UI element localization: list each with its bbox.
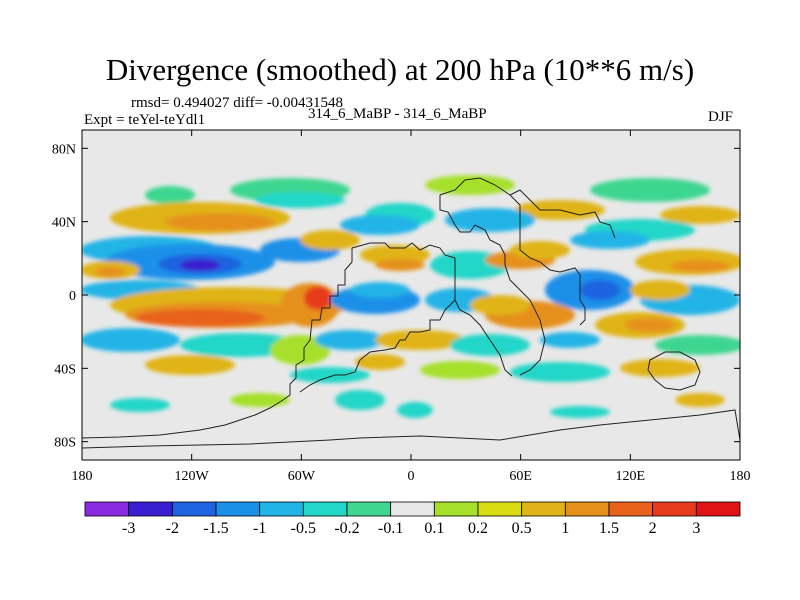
colorbar-label: -0.1 xyxy=(378,520,403,537)
colorbar-label: -1 xyxy=(253,520,266,537)
x-tick-label: 60E xyxy=(509,469,532,484)
colorbar-label: 0.1 xyxy=(424,520,444,537)
colorbar-label: -0.5 xyxy=(291,520,316,537)
colorbar-label: 1.5 xyxy=(599,520,619,537)
colorbar-label: 3 xyxy=(692,520,700,537)
y-tick-label: 40S xyxy=(54,362,76,377)
colorbar-swatch xyxy=(171,501,217,517)
colorbar: -3 -2 -1.5 -1 -0.5 -0.2 -0.1 0.1 0.2 0.5 1 1.5 2 3 xyxy=(84,501,741,537)
map-title: Divergence (smoothed) at 200 hPa (10**6 … xyxy=(105,52,695,87)
y-tick-label: 40N xyxy=(52,216,76,231)
x-tick-label: 60W xyxy=(288,469,316,484)
colorbar-label: 0.5 xyxy=(512,520,532,537)
colorbar-swatch xyxy=(390,501,435,517)
colorbar-swatch xyxy=(128,501,173,517)
y-tick-label: 0 xyxy=(69,289,76,304)
colorbar-label: 0.2 xyxy=(468,520,488,537)
axes: 180 120W 60W 0 60E 120E 180 80N 40N 0 40S 80S xyxy=(52,130,751,484)
case-label: 314_6_MaBP - 314_6_MaBP xyxy=(308,106,487,122)
colorbar-swatch xyxy=(608,501,654,517)
colorbar-label: -1.5 xyxy=(203,520,228,537)
colorbar-swatch xyxy=(564,501,610,517)
colorbar-swatch xyxy=(346,501,392,517)
x-tick-label: 120W xyxy=(175,469,210,484)
colorbar-swatch xyxy=(302,501,348,517)
colorbar-swatch xyxy=(433,501,479,517)
colorbar-swatch xyxy=(477,501,523,517)
colorbar-swatch xyxy=(259,501,304,517)
x-tick-label: 120E xyxy=(616,469,646,484)
experiment-label: Expt = teYel-teYdl1 xyxy=(84,112,206,128)
x-tick-label: 180 xyxy=(72,469,93,484)
colorbar-label: -3 xyxy=(122,520,135,537)
colorbar-label: 1 xyxy=(561,520,569,537)
colorbar-label: -2 xyxy=(166,520,179,537)
colorbar-label: -0.2 xyxy=(334,520,359,537)
colorbar-swatch xyxy=(521,501,566,517)
colorbar-swatch xyxy=(652,501,697,517)
colorbar-swatch xyxy=(695,501,741,517)
colorbar-swatch xyxy=(84,501,130,517)
y-tick-label: 80N xyxy=(52,142,76,157)
colorbar-swatch xyxy=(215,501,261,517)
divergence-field xyxy=(82,175,740,418)
season-label: DJF xyxy=(708,109,734,125)
stats-line: rmsd= 0.494027 diff= -0.00431548 xyxy=(131,95,344,111)
x-tick-label: 180 xyxy=(730,469,751,484)
coastlines xyxy=(82,177,740,449)
y-tick-label: 80S xyxy=(54,436,76,451)
x-tick-label: 0 xyxy=(408,469,415,484)
colorbar-label: 2 xyxy=(649,520,657,537)
